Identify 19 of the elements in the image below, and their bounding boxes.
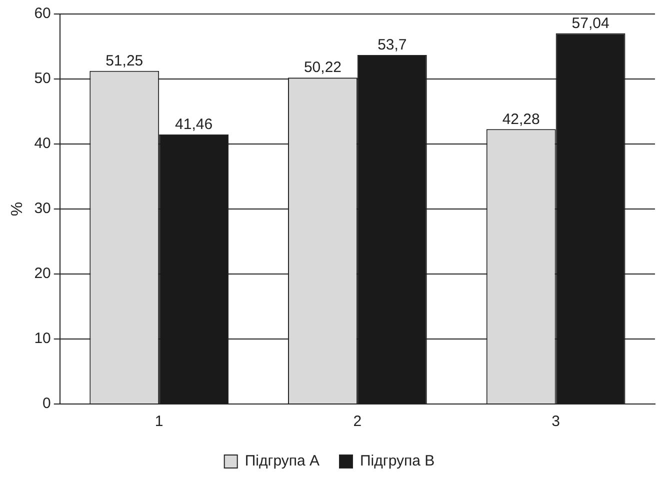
x-tick-label: 2 — [353, 413, 362, 430]
y-tick-label: 40 — [34, 135, 51, 152]
y-tick-label: 10 — [34, 330, 51, 348]
data-label: 41,46 — [175, 116, 213, 134]
data-label: 42,28 — [502, 110, 540, 128]
legend-label: Підгрупа A — [244, 452, 320, 470]
x-tick-label: 3 — [552, 413, 560, 430]
y-tick-label: 30 — [34, 200, 51, 218]
x-tick-label: 1 — [154, 413, 164, 430]
data-label: 53,7 — [378, 36, 407, 54]
y-axis-title: % — [9, 202, 26, 216]
y-tick-label: 60 — [34, 5, 51, 22]
data-label: 57,04 — [572, 14, 610, 32]
legend-label: Підгрупа B — [360, 452, 435, 470]
y-tick-label: 0 — [42, 395, 51, 412]
y-tick-label: 20 — [34, 265, 51, 282]
data-label: 51,25 — [106, 52, 144, 70]
y-tick-label: 50 — [34, 70, 51, 88]
data-label: 50,22 — [304, 59, 342, 76]
